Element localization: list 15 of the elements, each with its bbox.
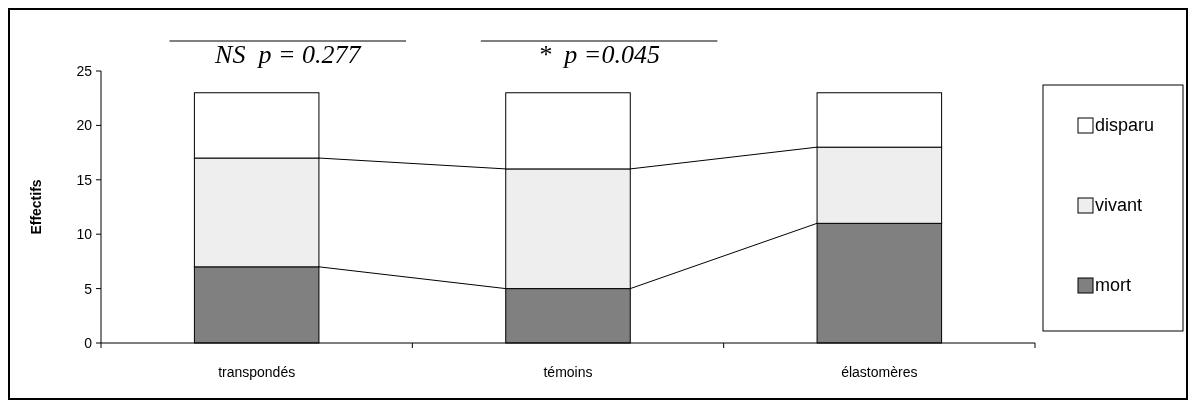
text: NS p = 0.277	[214, 40, 362, 69]
x-tick-label: transpondés	[218, 364, 296, 380]
x-tick-label: témoins	[543, 364, 593, 380]
text: * p =0.045	[538, 40, 660, 69]
legend-label: vivant	[1095, 195, 1143, 216]
y-tick-label: 5	[84, 280, 93, 297]
legend-label: disparu	[1095, 115, 1155, 136]
x-tick-label: élastomères	[841, 364, 918, 380]
y-tick-label: 15	[76, 171, 93, 188]
y-tick-label: 10	[76, 226, 93, 243]
y-tick-label: 20	[76, 117, 93, 134]
y-axis-title: Effectifs	[28, 179, 44, 235]
y-tick-label: 0	[84, 334, 93, 351]
legend-label: mort	[1095, 275, 1131, 296]
y-tick-label: 25	[76, 62, 93, 79]
